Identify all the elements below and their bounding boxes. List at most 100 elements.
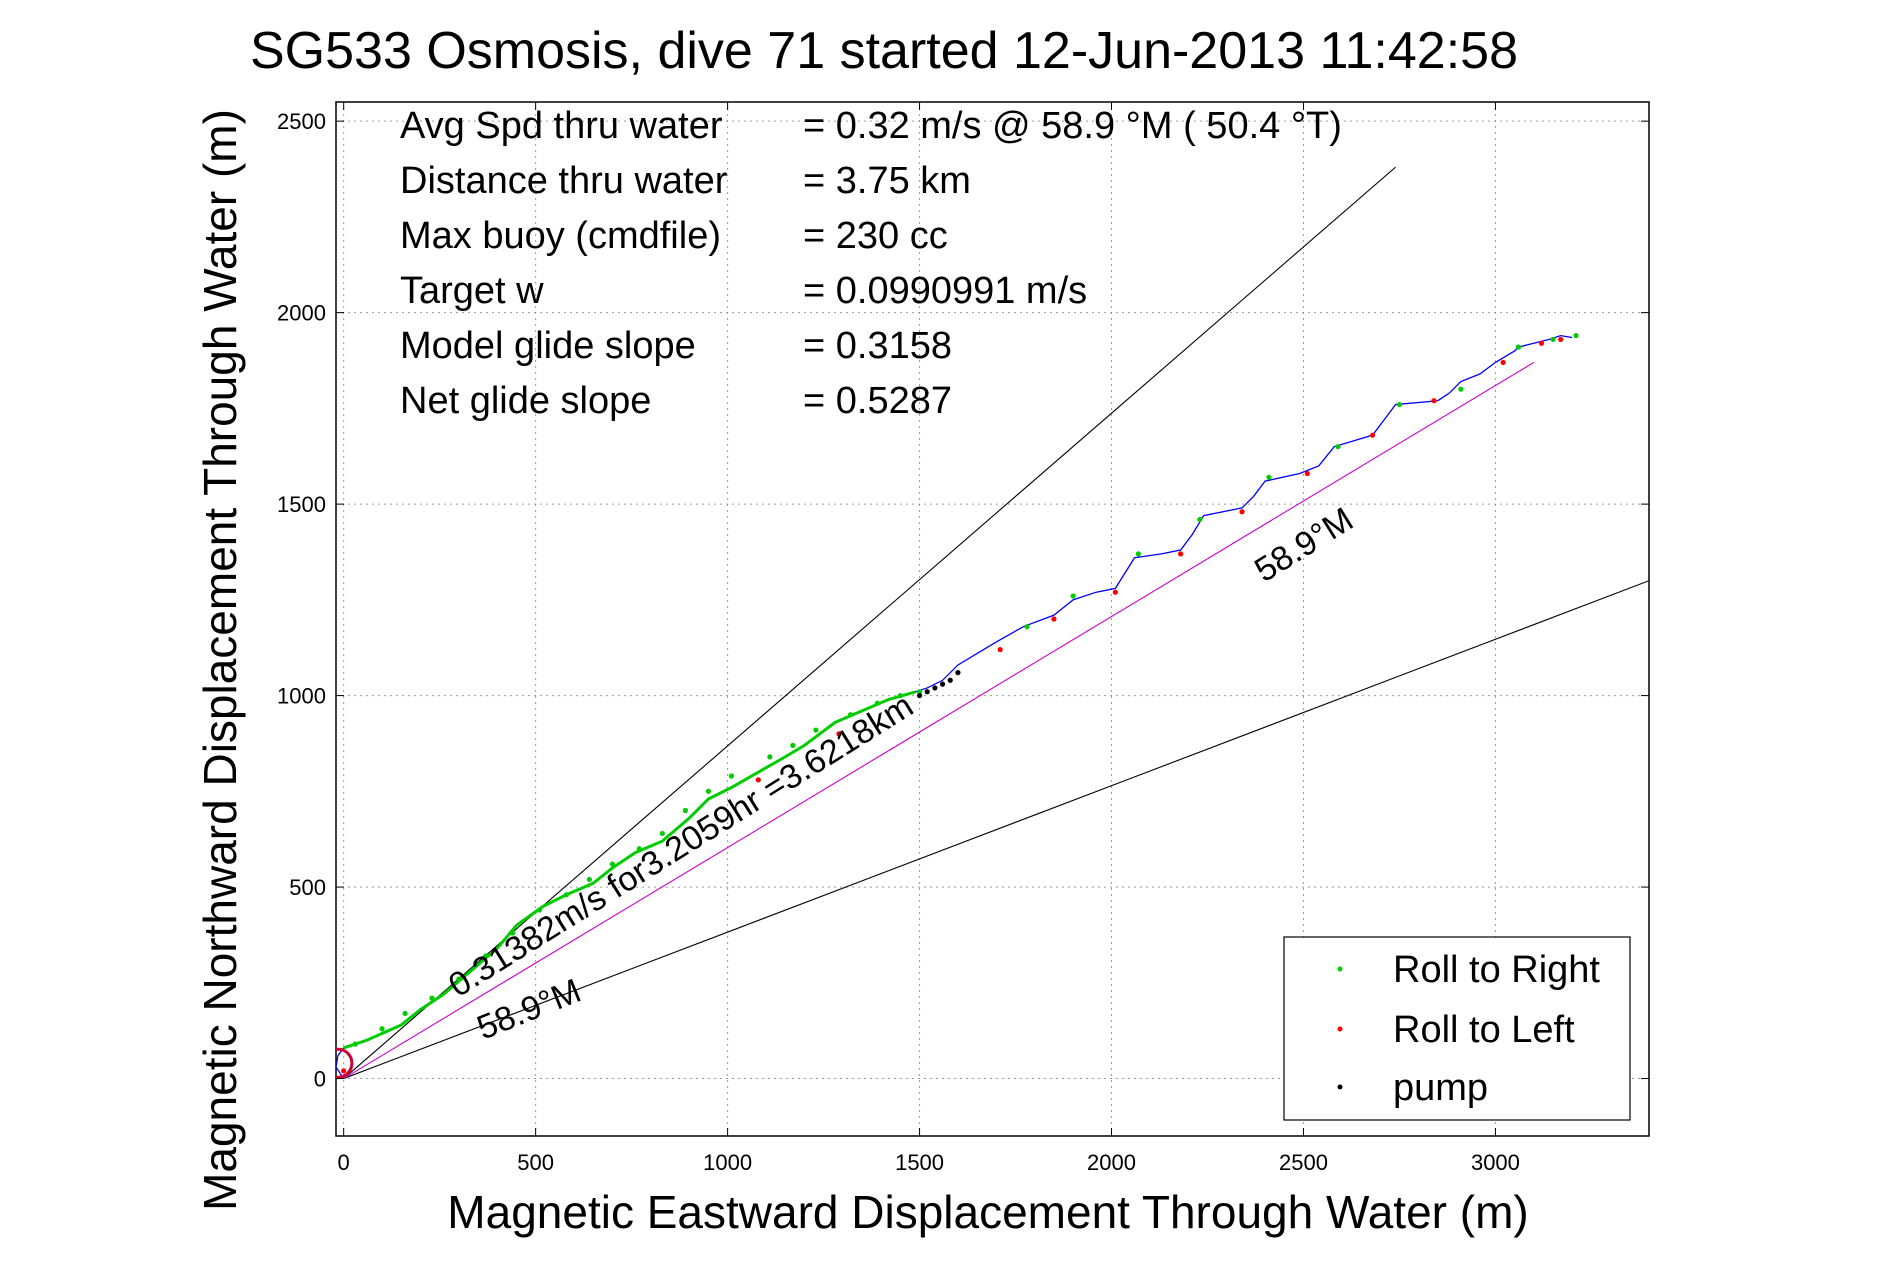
x-tick-label: 3000 [1471,1150,1520,1175]
roll-left-point [1500,359,1506,366]
info-label-model-glide: Model glide slope [400,325,696,367]
x-tick-label: 2500 [1279,1150,1328,1175]
roll-right-point [1266,474,1272,480]
axis-ticks: 0 500 1000 1500 2000 2500 3000 0 500 1000 1500 2000… [277,102,1649,1175]
info-value-avg-speed: = 0.32 m/s @ 58.9 °M ( 50.4 °T) [803,105,1342,147]
info-label-distance: Distance thru water [400,160,728,202]
reference-line-heading-line [343,361,1535,1080]
info-value-net-glide: = 0.5287 [803,380,952,422]
info-value-distance: = 3.75 km [803,160,971,202]
track-roll-right-segment [343,690,917,1050]
reference-line-upper-bound [343,166,1396,1079]
x-axis-title: Magnetic Eastward Displacement Through W… [447,1186,1528,1238]
roll-right-point [1197,516,1203,523]
pump-point [932,685,938,691]
y-tick-label: 2500 [277,109,326,134]
roll-right-point [682,807,688,814]
legend-label-pump: pump [1393,1067,1488,1109]
pump-point [924,689,930,695]
roll-right-point [1515,344,1522,350]
legend-marker-roll-left [1337,1026,1343,1032]
roll-right-point [659,830,665,837]
legend-marker-pump [1337,1084,1343,1090]
roll-right-point [847,712,854,718]
roll-right-point [1070,593,1076,599]
roll-right-point [609,861,616,867]
legend-label-roll-left: Roll to Left [1393,1009,1575,1051]
pump-point [955,670,961,676]
roll-left-point [1431,398,1437,404]
roll-right-point [1335,444,1341,450]
roll-right-point [897,692,903,699]
roll-left-point [341,1068,347,1074]
info-value-target-w: = 0.0990991 m/s [803,270,1087,312]
pump-point [939,681,946,687]
pump-point [947,677,953,683]
roll-right-point [429,995,435,1001]
track-points [341,333,1579,1074]
x-tick-label: 1000 [703,1150,752,1175]
info-value-model-glide: = 0.3158 [803,325,952,367]
roll-right-point [1396,401,1403,408]
pump-point [916,692,923,699]
roll-right-point [916,689,923,695]
roll-left-point [1239,509,1245,515]
roll-left-point [1538,340,1545,346]
info-value-max-buoy: = 230 cc [803,215,948,257]
roll-right-point [456,976,462,982]
roll-left-point [755,777,761,783]
roll-left-point [1558,336,1564,343]
roll-right-point [402,1010,408,1017]
roll-right-point [1024,624,1030,630]
roll-right-point [636,846,642,852]
reference-line-lower-bound [343,580,1649,1080]
roll-left-point [1178,551,1184,557]
roll-right-point [767,754,773,760]
y-tick-label: 500 [289,875,326,900]
x-tick-label: 1500 [895,1150,944,1175]
legend-label-roll-right: Roll to Right [1393,949,1600,991]
y-tick-label: 1500 [277,492,326,517]
legend: Roll to Right Roll to Left pump [1283,936,1631,1121]
roll-left-point [1051,616,1057,622]
info-block: Avg Spd thru water = 0.32 m/s @ 58.9 °M … [400,105,1342,422]
info-label-target-w: Target w [400,270,544,312]
x-tick-label: 500 [517,1150,554,1175]
roll-right-point [1573,333,1579,339]
legend-marker-roll-right [1337,966,1343,972]
roll-right-point [728,773,735,779]
roll-right-point [790,742,796,748]
info-label-max-buoy: Max buoy (cmdfile) [400,215,721,257]
roll-right-point [1135,551,1141,557]
roll-right-point [379,1026,385,1032]
y-axis-title: Magnetic Northward Displacement Through … [194,109,246,1211]
roll-left-point [1304,470,1310,477]
roll-right-point [510,930,516,936]
y-tick-label: 1000 [277,684,326,709]
roll-right-point [813,727,819,733]
start-marker [336,1047,354,1079]
chart-title: SG533 Osmosis, dive 71 started 12-Jun-20… [250,22,1518,80]
reference-lines [343,166,1649,1080]
roll-right-point [874,700,880,706]
roll-right-point [352,1041,358,1047]
roll-right-point [483,953,489,959]
y-tick-label: 2000 [277,301,326,326]
roll-right-point [563,892,569,898]
roll-right-point [705,788,712,794]
info-label-net-glide: Net glide slope [400,380,651,422]
info-label-avg-speed: Avg Spd thru water [400,105,723,147]
roll-right-point [1458,386,1464,392]
roll-right-point [586,876,592,883]
roll-left-point [997,647,1003,653]
roll-right-point [536,907,543,913]
dive-track [336,334,1573,1079]
roll-left-point [1112,589,1118,595]
x-tick-label: 2000 [1087,1150,1136,1175]
x-tick-label: 0 [338,1150,350,1175]
roll-left-point [1369,432,1376,438]
roll-left-point [836,731,842,737]
grid [336,102,1649,1136]
roll-right-point [1550,336,1556,343]
